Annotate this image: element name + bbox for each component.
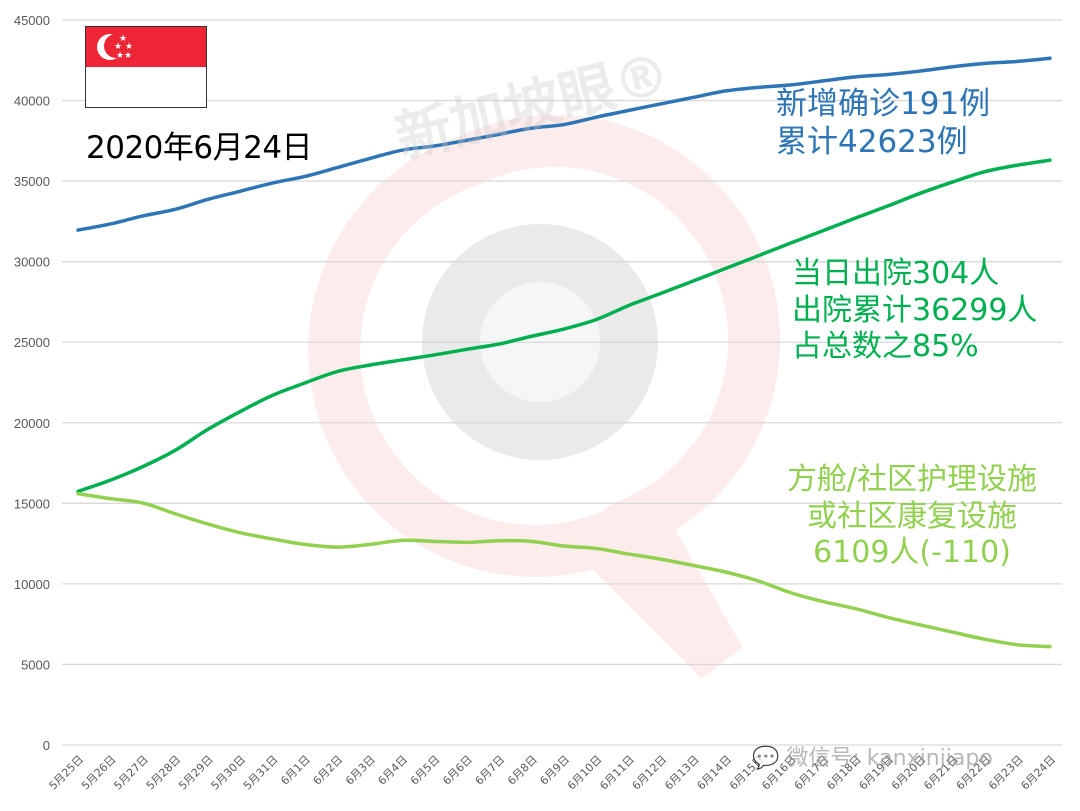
x-tick-label: 6月6日 bbox=[440, 753, 475, 788]
x-tick-label: 5月25日 bbox=[47, 753, 87, 793]
series-lines bbox=[76, 56, 1052, 649]
y-tick-label: 20000 bbox=[14, 416, 50, 431]
y-tick-label: 35000 bbox=[14, 174, 50, 189]
discharged-daily-text: 当日出院304人 bbox=[792, 256, 1000, 291]
x-tick-label: 5月31日 bbox=[241, 753, 281, 793]
wechat-id-text: 微信号: kanxinjiapo bbox=[786, 746, 993, 771]
y-tick-label: 40000 bbox=[14, 94, 50, 109]
x-tick-label: 6月12日 bbox=[630, 753, 670, 793]
x-tick-label: 6月24日 bbox=[1019, 753, 1059, 793]
series-line bbox=[76, 491, 1052, 649]
y-tick-label: 0 bbox=[43, 738, 50, 753]
series-line bbox=[76, 158, 1052, 494]
singapore-flag-icon: ★ ★ ★ ★ ★ bbox=[85, 26, 207, 108]
y-tick-label: 5000 bbox=[21, 657, 50, 672]
confirmed-total-text: 累计42623例 bbox=[776, 123, 968, 160]
x-tick-label: 5月27日 bbox=[111, 753, 151, 793]
community-facility-line1: 方舱/社区护理设施 bbox=[786, 462, 1038, 497]
flag-white-band bbox=[86, 67, 206, 107]
discharged-percent-text: 占总数之85% bbox=[792, 329, 979, 365]
community-facility-line2: 或社区康复设施 bbox=[807, 498, 1017, 534]
x-tick-label: 6月5日 bbox=[408, 753, 443, 788]
x-tick-label: 5月26日 bbox=[79, 753, 119, 793]
x-tick-label: 5月28日 bbox=[144, 753, 184, 793]
discharged-annotation: 当日出院304人 出院累计36299人 占总数之85% bbox=[792, 256, 1037, 366]
x-tick-label: 6月14日 bbox=[695, 753, 735, 793]
x-tick-label: 5月30日 bbox=[209, 753, 249, 793]
gridlines bbox=[62, 19, 1062, 746]
svg-text:★: ★ bbox=[125, 42, 133, 52]
x-tick-label: 6月13日 bbox=[662, 753, 702, 793]
y-axis-ticks: 0 5000 10000 15000 20000 25000 30000 35000 40000… bbox=[14, 13, 50, 753]
series-line bbox=[76, 56, 1052, 232]
x-tick-label: 5月29日 bbox=[176, 753, 216, 793]
y-tick-label: 10000 bbox=[14, 577, 50, 592]
y-tick-label: 45000 bbox=[14, 13, 50, 28]
x-tick-label: 6月1日 bbox=[278, 753, 313, 788]
y-tick-label: 30000 bbox=[14, 255, 50, 270]
x-tick-label: 6月8日 bbox=[505, 753, 540, 788]
x-tick-label: 6月2日 bbox=[311, 753, 346, 788]
wechat-icon: 💬 bbox=[752, 746, 780, 771]
wechat-watermark: 💬 微信号: kanxinjiapo bbox=[752, 740, 993, 772]
svg-text:★: ★ bbox=[116, 51, 124, 61]
svg-text:★: ★ bbox=[119, 34, 127, 44]
y-tick-label: 15000 bbox=[14, 496, 50, 511]
brand-watermark-logo-icon bbox=[308, 114, 781, 679]
x-tick-label: 6月3日 bbox=[343, 753, 378, 788]
community-facility-count: 6109人(-110) bbox=[813, 535, 1011, 571]
chart-date-title: 2020年6月24日 bbox=[86, 130, 313, 166]
svg-text:★: ★ bbox=[114, 42, 122, 52]
svg-text:★: ★ bbox=[124, 51, 132, 61]
x-tick-label: 6月10日 bbox=[565, 753, 605, 793]
y-tick-label: 25000 bbox=[14, 335, 50, 350]
x-tick-label: 6月7日 bbox=[473, 753, 508, 788]
x-tick-label: 6月4日 bbox=[375, 753, 410, 788]
x-tick-label: 6月11日 bbox=[597, 753, 637, 793]
flag-red-band: ★ ★ ★ ★ ★ bbox=[86, 27, 206, 67]
confirmed-daily-text: 新增确诊191例 bbox=[776, 86, 991, 122]
crescent-stars-icon: ★★ ★ ★ ★ bbox=[97, 34, 133, 61]
community-facility-annotation: 方舱/社区护理设施 或社区康复设施 6109人(-110) bbox=[752, 462, 1072, 572]
discharged-total-text: 出院累计36299人 bbox=[792, 292, 1038, 328]
confirmed-annotation: 新增确诊191例 累计42623例 bbox=[776, 86, 990, 162]
